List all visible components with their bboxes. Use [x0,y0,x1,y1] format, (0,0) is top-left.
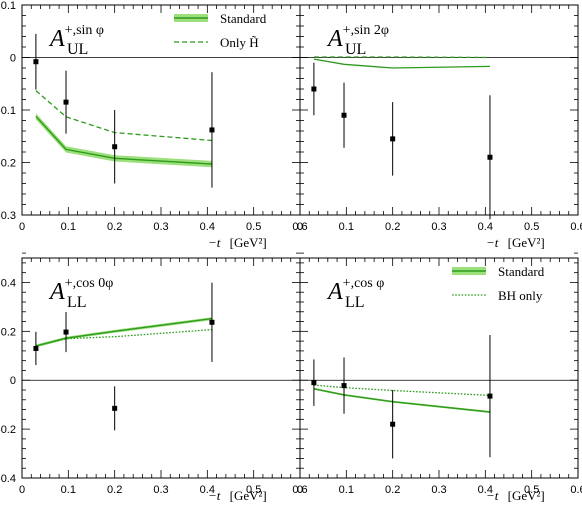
data-point [390,136,396,142]
x-axis-label: −t [GeV²] [486,488,545,503]
panel-title: A+,sin 2φ UL [326,23,389,58]
x-tick-label: 0.6 [570,221,582,233]
series-0-line [313,58,491,69]
x-tick-label: 0.1 [61,484,76,496]
x-tick-label: 0 [19,484,25,496]
series-1-line [35,90,213,142]
data-point [311,86,317,92]
plot-frame [299,4,579,216]
x-tick-label: 0.4 [200,221,215,233]
x-tick-label: 0.2 [107,221,122,233]
legend-label: Standard [220,11,267,26]
x-tick-label: 0.6 [570,484,582,496]
x-tick-label: 0 [19,221,25,233]
x-axis-label: −t [GeV²] [208,235,267,250]
x-axis-label: −t [GeV²] [486,235,545,250]
legend-label: Standard [498,264,545,279]
x-tick-label: 0.1 [339,221,354,233]
y-tick-label: -0.4 [0,473,16,485]
data-point [341,383,347,389]
x-tick-label: 0.2 [385,221,400,233]
x-axis-label: −t [GeV²] [208,488,267,503]
data-point [112,405,118,411]
panel-top-left: 0 0.1 0.2 0.3 0.4 0.5 0.6 -0.3 -0.2 -0.1 0 0.1 A+,si… [0,0,308,250]
y-tick-label: 0.2 [1,326,16,338]
y-tick-label: -0.2 [0,158,16,170]
panel-bottom-left: 0 0.1 0.2 0.3 0.4 0.5 0.6 -0.4 -0.2 0 0.2 0.4 A+,cos… [0,252,308,503]
x-tick-label: 0 [297,484,303,496]
data-point [63,329,69,335]
x-tick-label: 0.3 [431,484,446,496]
series-0-line [35,317,213,347]
x-tick-label: 0.4 [478,484,493,496]
data-point [390,421,396,427]
panel-title: A+,sin φ UL [48,23,104,58]
panel-title: A+,cos φ LL [326,276,384,311]
x-tick-label: 0.6 [292,484,307,496]
series-0-band [35,113,213,168]
data-point [63,99,69,105]
series-0-line [35,115,213,165]
data-point [33,59,39,65]
series-0-line [313,388,491,413]
x-tick-label: 0.5 [524,221,539,233]
x-tick-label: 0.4 [478,221,493,233]
x-tick-label: 0.5 [246,484,261,496]
x-tick-label: 0.4 [200,484,215,496]
x-tick-label: 0.1 [61,221,76,233]
x-tick-label: 0.5 [246,221,261,233]
data-point [33,345,39,351]
data-point [341,112,347,118]
y-tick-label: -0.3 [0,210,16,222]
y-tick-label: 0 [10,53,16,65]
legend-label: Only H̃ [220,35,259,50]
panel-title: A+,cos 0φ LL [48,276,113,311]
y-tick-label: -0.1 [0,105,16,117]
panel-bottom-right: 0 0.1 0.2 0.3 0.4 0.5 0.6 A+,cos φLL −t [GeV²] St… [297,252,582,503]
data-point [311,380,317,386]
y-tick-label: 0.1 [1,0,16,12]
y-tick-label: -0.2 [0,424,16,436]
x-tick-label: 0.3 [153,484,168,496]
x-tick-label: 0.5 [524,484,539,496]
data-point [487,154,493,160]
plot-frame [299,257,579,479]
data-point [487,393,493,399]
data-point [209,127,215,133]
x-tick-label: 0.1 [339,484,354,496]
x-tick-label: 0.6 [292,221,307,233]
series-1-line [313,384,491,397]
y-tick-label: 0 [10,375,16,387]
x-tick-label: 0.3 [431,221,446,233]
data-point [209,319,215,325]
x-tick-label: 0.2 [107,484,122,496]
x-tick-label: 0.2 [385,484,400,496]
x-tick-label: 0.3 [153,221,168,233]
data-point [112,144,118,150]
x-tick-label: 0 [297,221,303,233]
series-1-line [35,328,213,347]
legend-label: BH only [498,288,543,303]
y-tick-label: 0.4 [1,277,16,289]
